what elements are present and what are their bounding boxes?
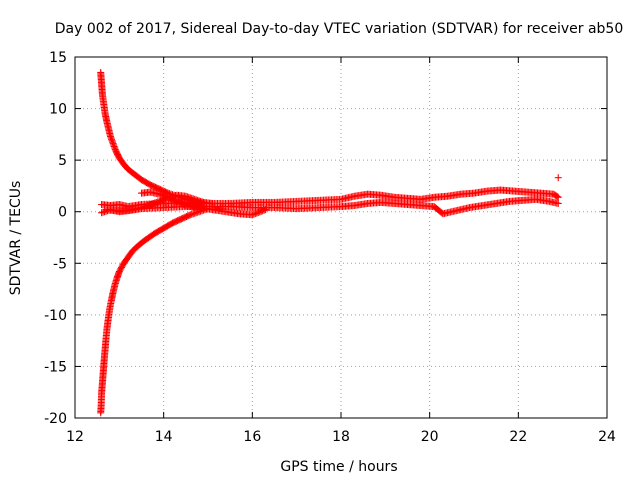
y-tick-label: 15 <box>49 50 67 66</box>
plot-frame <box>74 56 608 419</box>
chart-title: Day 002 of 2017, Sidereal Day-to-day VTE… <box>55 21 624 37</box>
data-point <box>250 210 258 218</box>
y-tick-label: -20 <box>44 411 67 427</box>
data-point <box>251 210 259 218</box>
y-tick-label: -5 <box>53 256 67 272</box>
x-tick-label: 12 <box>66 429 84 445</box>
y-tick-label: 10 <box>49 102 67 118</box>
y-tick-label: 0 <box>58 205 67 221</box>
axis-ticks: 12 14 16 18 20 22 24 -20 -15 -10 -5 0 5 10 15 <box>44 50 616 445</box>
x-axis-label: GPS time / hours <box>280 459 397 475</box>
data-point <box>257 207 265 215</box>
x-tick-label: 14 <box>155 429 173 445</box>
x-tick-label: 24 <box>598 429 616 445</box>
y-tick-label: -15 <box>44 359 67 375</box>
x-tick-label: 22 <box>509 429 527 445</box>
data-point <box>553 193 561 201</box>
x-tick-label: 20 <box>421 429 439 445</box>
data-point <box>554 199 562 207</box>
grid <box>75 57 607 418</box>
data-point <box>554 193 562 201</box>
data-point <box>248 211 256 219</box>
data-point <box>554 174 562 182</box>
y-tick-label: -10 <box>44 308 67 324</box>
data-points <box>97 68 562 417</box>
y-tick-label: 5 <box>58 153 67 169</box>
y-axis-label: SDTVAR / TECUs <box>8 181 24 296</box>
x-tick-label: 18 <box>332 429 350 445</box>
x-tick-label: 16 <box>243 429 261 445</box>
